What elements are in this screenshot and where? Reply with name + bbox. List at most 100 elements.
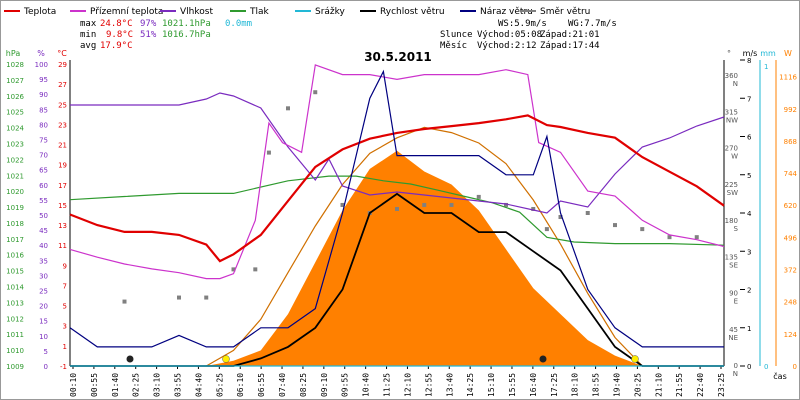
axis-tick-label: 21 bbox=[58, 142, 67, 150]
axis-tick-label: 17 bbox=[58, 182, 67, 190]
dir-tick-name: N bbox=[733, 80, 738, 88]
legend-label: Rychlost větru bbox=[380, 7, 445, 17]
ms-tick-label: 3 bbox=[747, 248, 751, 256]
x-tick-label: 05:25 bbox=[215, 373, 224, 397]
legend-label: Teplota bbox=[23, 7, 56, 17]
axis-tick-label: 9 bbox=[63, 262, 67, 270]
wind-direction-point bbox=[476, 194, 481, 199]
legend-label: Náraz větru bbox=[480, 7, 533, 17]
wind-direction-point bbox=[340, 202, 345, 207]
mm-axis-label: mm bbox=[760, 49, 776, 58]
wind-direction-point bbox=[231, 267, 236, 272]
dir-tick-name: W bbox=[731, 153, 738, 161]
w-tick-label: 248 bbox=[784, 299, 797, 307]
axis-tick-label: 1028 bbox=[6, 61, 24, 69]
axis-tick-label: 90 bbox=[39, 91, 48, 99]
axis-tick-label: 1019 bbox=[6, 204, 24, 212]
axis-tick-label: 85 bbox=[39, 106, 48, 114]
x-tick-label: 12:55 bbox=[424, 373, 433, 397]
wind-gust-info: WG:7.7m/s bbox=[568, 19, 617, 29]
x-tick-label: 21:55 bbox=[675, 373, 684, 397]
moonrise-marker bbox=[126, 355, 134, 363]
dir-tick-name: N bbox=[733, 370, 738, 378]
wind-direction-point bbox=[122, 299, 127, 304]
series-line-teplota bbox=[69, 114, 725, 263]
dir-tick-name: S bbox=[734, 225, 739, 233]
wind-direction-point bbox=[266, 150, 271, 155]
x-tick-label: 20:25 bbox=[633, 373, 642, 397]
axis-ticks: 1028102710261025102410231022102110201019… bbox=[6, 57, 797, 397]
axis-tick-label: 15 bbox=[39, 318, 48, 326]
dir-tick-deg: 0 bbox=[734, 362, 738, 370]
axis-tick-label: 1013 bbox=[6, 299, 24, 307]
ms-tick-label: 4 bbox=[747, 210, 752, 218]
legend-label: Přízemní teplota bbox=[90, 7, 163, 17]
ms-tick-label: 6 bbox=[747, 134, 752, 142]
w-tick-label: 744 bbox=[784, 170, 798, 178]
axis-tick-label: 25 bbox=[58, 101, 67, 109]
x-tick-label: 22:40 bbox=[696, 373, 705, 397]
axis-tick-label: 1010 bbox=[6, 347, 24, 355]
x-tick-label: 08:25 bbox=[299, 373, 308, 397]
wind-direction-point bbox=[613, 223, 617, 228]
pct-axis-label: % bbox=[37, 49, 45, 58]
stat-min-label: min bbox=[80, 30, 96, 40]
legend-label: Tlak bbox=[249, 7, 270, 17]
axis-tick-label: 30 bbox=[39, 272, 48, 280]
axis-tick-label: 20 bbox=[39, 303, 48, 311]
wind-direction-point bbox=[558, 215, 563, 220]
axis-tick-label: 7 bbox=[63, 282, 67, 290]
mm-tick-label: 1 bbox=[764, 63, 768, 71]
astro-markers bbox=[126, 355, 639, 363]
w-tick-label: 620 bbox=[784, 202, 797, 210]
axis-tick-label: 75 bbox=[39, 137, 48, 145]
series-line-vlhkost bbox=[70, 92, 725, 214]
sun-label: Slunce bbox=[440, 30, 473, 40]
ms-tick-label: 8 bbox=[747, 57, 751, 65]
dir-tick-deg: 360 bbox=[725, 72, 738, 80]
wind-direction-point bbox=[694, 235, 699, 240]
w-tick-label: 496 bbox=[784, 234, 798, 242]
axis-tick-label: 1017 bbox=[6, 236, 24, 244]
axis-tick-label: 1025 bbox=[6, 109, 24, 117]
x-tick-label: 07:40 bbox=[278, 373, 287, 397]
series-lines bbox=[69, 64, 725, 367]
x-tick-label: 02:25 bbox=[132, 373, 141, 397]
w-tick-label: 124 bbox=[784, 331, 798, 339]
stat-avg-temp: 17.9°C bbox=[100, 41, 133, 51]
axis-tick-label: 1011 bbox=[6, 331, 24, 339]
axis-tick-label: 50 bbox=[39, 212, 48, 220]
axis-tick-label: 1 bbox=[63, 343, 67, 351]
series-line-rychlost-větru bbox=[70, 192, 724, 367]
moonset-text: Západ:17:44 bbox=[540, 41, 600, 51]
axis-tick-label: 95 bbox=[39, 76, 48, 84]
x-tick-label: 11:25 bbox=[383, 373, 392, 397]
x-tick-label: 09:55 bbox=[341, 373, 350, 397]
wind-direction-point bbox=[667, 235, 672, 240]
hpa-axis-label: hPa bbox=[6, 49, 21, 58]
x-tick-label: 09:10 bbox=[320, 373, 329, 397]
axis-tick-label: 5 bbox=[44, 348, 48, 356]
axis-tick-label: 15 bbox=[58, 202, 67, 210]
x-tick-label: 15:55 bbox=[508, 373, 517, 397]
axis-tick-label: 1021 bbox=[6, 172, 24, 180]
stat-max-temp: 24.8°C bbox=[100, 19, 133, 29]
ms-axis-label: m/s bbox=[743, 49, 758, 58]
x-tick-label: 15:10 bbox=[487, 373, 496, 397]
dir-tick-deg: 315 bbox=[725, 108, 738, 116]
temp-axis-label: °C bbox=[57, 49, 67, 58]
x-tick-label: 00:10 bbox=[69, 373, 78, 397]
axis-tick-label: 10 bbox=[39, 333, 48, 341]
wind-direction-point bbox=[286, 106, 290, 111]
ms-tick-label: 2 bbox=[747, 287, 751, 295]
axis-tick-label: 1026 bbox=[6, 93, 24, 101]
stat-max-label: max bbox=[80, 19, 97, 29]
dir-tick-name: SE bbox=[729, 261, 738, 269]
wind-direction-point bbox=[449, 202, 454, 207]
series-line-přízemní-teplota bbox=[69, 64, 725, 280]
dir-tick-deg: 270 bbox=[725, 145, 738, 153]
stat-min-press: 1016.7hPa bbox=[162, 30, 211, 40]
axis-tick-label: 1012 bbox=[6, 315, 24, 323]
wind-direction-point bbox=[504, 202, 508, 207]
